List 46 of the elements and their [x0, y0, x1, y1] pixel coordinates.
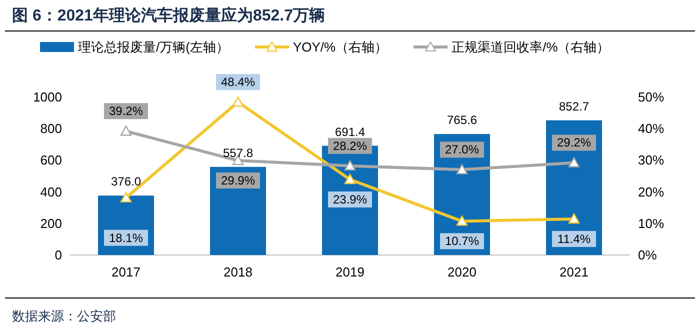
y-tick-label: 800	[40, 121, 62, 136]
y2-tick-label: 10%	[638, 216, 664, 231]
point	[456, 164, 468, 174]
data-label: 27.0%	[444, 142, 480, 157]
data-label: 11.4%	[557, 232, 591, 246]
x-tick-label: 2021	[560, 264, 588, 280]
data-label: 557.8	[222, 146, 254, 160]
x-tick-label: 2017	[112, 264, 140, 280]
data-label: 48.4%	[220, 75, 256, 90]
data-label: 28.2%	[332, 138, 368, 153]
y-tick-label: 1000	[33, 90, 62, 104]
y-tick-label: 0	[54, 248, 62, 262]
y2-tick-label: 30%	[638, 152, 664, 168]
x-tick-label: 2020	[448, 264, 476, 280]
point	[568, 213, 580, 224]
y2-tick-label: 40%	[638, 121, 664, 136]
point	[120, 192, 132, 202]
point	[568, 157, 580, 168]
data-label: 18.1%	[108, 230, 144, 245]
legend-label: 正规渠道回收率/%（右轴）	[452, 40, 610, 54]
legend-label: 理论总报废量/万辆(左轴）	[78, 40, 229, 54]
point	[344, 160, 356, 170]
y2-tick-label: 20%	[638, 184, 664, 200]
y-tick-label: 400	[40, 184, 62, 200]
data-label: 376.0	[110, 174, 142, 189]
data-label: 691.4	[334, 124, 366, 139]
point	[232, 96, 244, 107]
y2-tick-label: 0%	[638, 248, 658, 262]
data-label: 29.9%	[220, 174, 256, 188]
data-label: 852.7	[558, 99, 590, 114]
data-label: 23.9%	[332, 192, 368, 206]
legend-label: YOY/%（右轴）	[292, 40, 388, 54]
source-note: 数据来源：公安部	[12, 308, 116, 324]
chart-title: 图 6：2021年理论汽车报废量应为852.7万辆	[12, 6, 325, 24]
x-tick-label: 2018	[224, 264, 252, 280]
point	[344, 174, 356, 184]
y2-tick-label: 50%	[638, 90, 664, 104]
data-label: 10.7%	[444, 234, 480, 248]
point	[120, 126, 132, 136]
x-tick-label: 2019	[336, 264, 364, 280]
data-label: 765.6	[446, 113, 478, 128]
data-label: 29.2%	[556, 136, 592, 150]
data-label: 39.2%	[108, 104, 144, 118]
point	[456, 216, 468, 226]
y-tick-label: 600	[40, 152, 62, 168]
y-tick-label: 200	[40, 216, 62, 231]
